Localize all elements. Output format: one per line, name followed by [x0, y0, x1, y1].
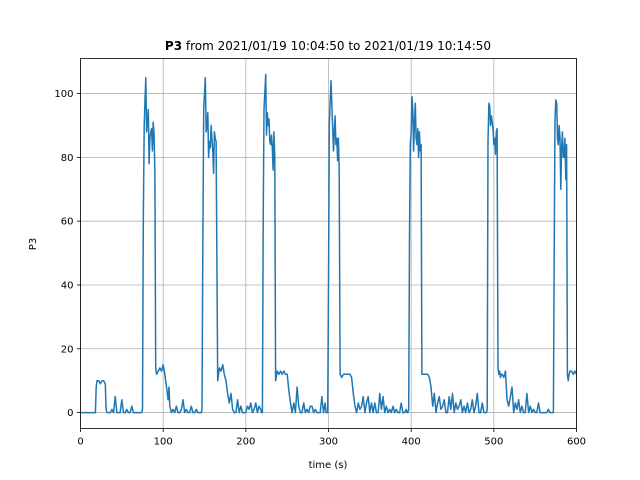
tick-marks	[77, 93, 577, 432]
x-axis-label: time (s)	[309, 460, 348, 471]
x-tick-label: 600	[567, 437, 586, 448]
y-tick-label: 20	[61, 344, 74, 355]
x-tick-label: 400	[402, 437, 421, 448]
y-tick-label: 80	[61, 153, 74, 164]
chart-title: P3 from 2021/01/19 10:04:50 to 2021/01/1…	[165, 39, 491, 53]
series-line	[80, 73, 578, 414]
y-tick-label: 0	[67, 408, 73, 419]
x-tick-label: 100	[154, 437, 173, 448]
x-tick-label: 300	[319, 437, 338, 448]
x-tick-label: 500	[484, 437, 503, 448]
chart-title-rest: from 2021/01/19 10:04:50 to 2021/01/19 1…	[182, 39, 491, 53]
y-tick-label: 60	[61, 217, 74, 228]
y-axis-label: P3	[28, 238, 39, 250]
y-tick-label: 40	[61, 280, 74, 291]
series-layer	[80, 73, 578, 414]
x-tick-labels: 0 100 200 300 400 500 600	[77, 437, 586, 448]
chart-title-bold: P3	[165, 39, 182, 53]
y-tick-label: 100	[54, 89, 73, 100]
plot-frame	[80, 58, 577, 429]
x-tick-label: 200	[236, 437, 255, 448]
x-tick-label: 0	[77, 437, 83, 448]
y-tick-labels: 0 20 40 60 80 100	[54, 89, 73, 419]
